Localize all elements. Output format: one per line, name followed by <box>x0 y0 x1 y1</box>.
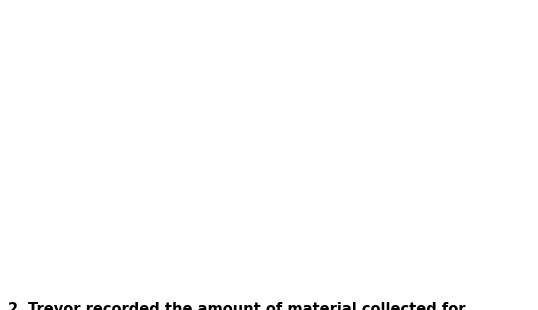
Text: 2: 2 <box>8 302 18 310</box>
Text: Trevor recorded the amount of material collected for: Trevor recorded the amount of material c… <box>28 302 465 310</box>
